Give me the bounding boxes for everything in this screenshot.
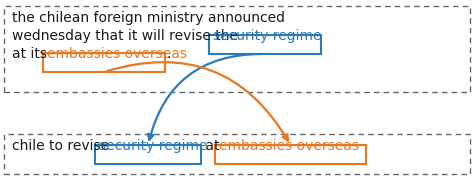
Text: security regime: security regime <box>99 139 208 153</box>
Text: security regime: security regime <box>213 29 321 43</box>
Text: at its: at its <box>12 47 51 61</box>
Text: embassies overseas: embassies overseas <box>219 139 359 153</box>
Text: wednesday that it will revise the: wednesday that it will revise the <box>12 29 242 43</box>
Text: the chilean foreign ministry announced: the chilean foreign ministry announced <box>12 11 285 25</box>
Text: embassies overseas: embassies overseas <box>47 47 187 61</box>
Text: at: at <box>201 139 224 153</box>
Text: chile to revise: chile to revise <box>12 139 113 153</box>
Text: .: . <box>166 47 170 61</box>
